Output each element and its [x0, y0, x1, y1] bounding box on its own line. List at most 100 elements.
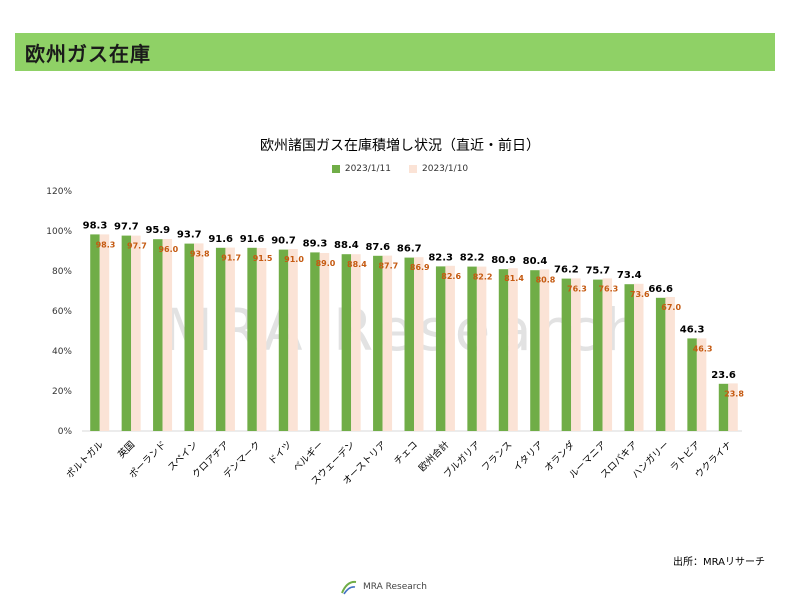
- data-label-series-1: 75.7: [585, 266, 610, 277]
- bar-series-2: [351, 254, 361, 431]
- footer-text: MRA Research: [363, 582, 427, 592]
- y-tick-label: 60%: [52, 307, 72, 317]
- data-label-series-1: 93.7: [177, 230, 202, 241]
- y-tick-label: 0%: [58, 427, 73, 437]
- bar-series-2: [571, 278, 581, 431]
- bar-series-2: [319, 253, 330, 431]
- bar-series-1: [467, 266, 477, 431]
- watermark: MRA Research: [163, 296, 647, 364]
- y-tick-label: 20%: [52, 387, 72, 397]
- bar-series-1: [121, 235, 132, 431]
- data-label-series-1: 82.2: [460, 253, 485, 264]
- footer-logo: MRA Research: [340, 578, 427, 596]
- bar-series-1: [373, 255, 383, 431]
- bar-series-1: [624, 284, 634, 431]
- bar-series-2: [225, 247, 235, 431]
- data-label-series-2: 89.0: [316, 259, 336, 268]
- data-label-series-1: 89.3: [303, 238, 328, 249]
- data-label-series-1: 82.3: [428, 252, 453, 263]
- data-label-series-1: 76.2: [554, 265, 579, 276]
- bar-series-1: [184, 243, 194, 431]
- bar-series-2: [194, 243, 204, 431]
- data-label-series-2: 88.4: [347, 260, 367, 269]
- data-label-series-1: 80.4: [523, 256, 548, 267]
- legend-swatch-series-1: [331, 165, 340, 173]
- legend-item-series-2: 2023/1/10: [409, 164, 468, 174]
- bar-series-2: [256, 248, 267, 431]
- legend-label-series-2: 2023/1/10: [422, 164, 469, 174]
- y-tick-label: 120%: [46, 187, 72, 197]
- data-label-series-1: 23.6: [711, 370, 736, 381]
- data-label-series-2: 46.3: [693, 344, 713, 353]
- data-label-series-2: 76.3: [567, 284, 587, 293]
- x-tick-label: ドイツ: [266, 439, 294, 467]
- data-label-series-2: 97.7: [127, 242, 147, 251]
- bar-series-2: [539, 269, 550, 431]
- bar-series-1: [310, 252, 320, 431]
- data-label-series-2: 91.0: [284, 255, 304, 264]
- bar-series-2: [99, 234, 110, 431]
- legend-swatch-series-2: [409, 165, 417, 173]
- chart-legend: 2023/1/11 2023/1/10: [0, 164, 800, 174]
- bar-series-2: [162, 239, 173, 431]
- legend-item-series-1: 2023/1/11: [331, 164, 391, 174]
- x-tick-label: 英国: [115, 439, 137, 461]
- data-label-series-2: 91.7: [221, 254, 241, 263]
- bar-series-2: [131, 235, 141, 431]
- bar-series-1: [153, 239, 163, 431]
- data-label-series-2: 93.8: [190, 249, 210, 258]
- data-label-series-1: 87.6: [365, 242, 390, 253]
- data-label-series-1: 97.7: [114, 222, 139, 233]
- data-label-series-1: 80.9: [491, 255, 516, 266]
- data-label-series-2: 86.9: [410, 263, 430, 272]
- page-title: 欧州ガス在庫: [25, 41, 151, 66]
- bar-series-2: [728, 383, 738, 431]
- bar-series-2: [445, 265, 455, 431]
- bar-series-2: [288, 249, 298, 431]
- data-label-series-2: 82.6: [441, 272, 461, 281]
- bar-series-1: [215, 247, 226, 431]
- bar-series-1: [561, 278, 572, 431]
- data-label-series-2: 87.7: [378, 262, 398, 271]
- slide-header: 欧州ガス在庫: [15, 33, 775, 71]
- bar-series-1: [655, 297, 666, 431]
- data-label-series-1: 95.9: [145, 225, 170, 236]
- y-tick-label: 100%: [46, 227, 72, 237]
- bar-series-1: [593, 279, 603, 431]
- source-note: 出所：MRAリサーチ: [672, 557, 765, 568]
- bar-series-2: [665, 297, 675, 431]
- bar-series-2: [414, 257, 424, 431]
- bar-series-1: [718, 383, 729, 431]
- bar-series-1: [247, 247, 257, 431]
- y-tick-label: 80%: [52, 267, 72, 277]
- data-label-series-2: 81.4: [504, 274, 524, 283]
- x-tick-label: ポルトガル: [64, 439, 106, 481]
- bar-series-1: [530, 270, 540, 431]
- data-label-series-1: 88.4: [334, 240, 359, 251]
- bar-series-1: [404, 257, 414, 431]
- bar-series-1: [90, 234, 100, 431]
- data-label-series-2: 91.5: [253, 254, 273, 263]
- bar-series-1: [498, 269, 509, 431]
- x-tick-label: フランス: [480, 439, 515, 474]
- x-tick-label: イタリア: [511, 439, 545, 473]
- mra-logo-icon: [341, 580, 357, 595]
- data-label-series-2: 73.6: [630, 290, 650, 299]
- bar-series-2: [696, 338, 707, 431]
- data-label-series-2: 23.8: [724, 389, 744, 398]
- bar-series-2: [382, 255, 393, 431]
- data-label-series-1: 90.7: [271, 236, 296, 247]
- legend-label-series-1: 2023/1/11: [344, 164, 391, 174]
- data-label-series-2: 82.2: [473, 273, 493, 282]
- data-label-series-1: 46.3: [680, 324, 705, 335]
- data-label-series-1: 98.3: [83, 220, 108, 231]
- data-label-series-2: 76.3: [598, 284, 618, 293]
- data-label-series-2: 80.8: [536, 275, 556, 284]
- bar-series-1: [435, 266, 446, 431]
- data-label-series-2: 67.0: [661, 303, 681, 312]
- data-label-series-1: 91.6: [208, 234, 233, 245]
- data-label-series-2: 98.3: [96, 240, 116, 249]
- chart-title: 欧州諸国ガス在庫積増し状況（直近・前日）: [260, 138, 540, 154]
- data-label-series-1: 91.6: [240, 234, 265, 245]
